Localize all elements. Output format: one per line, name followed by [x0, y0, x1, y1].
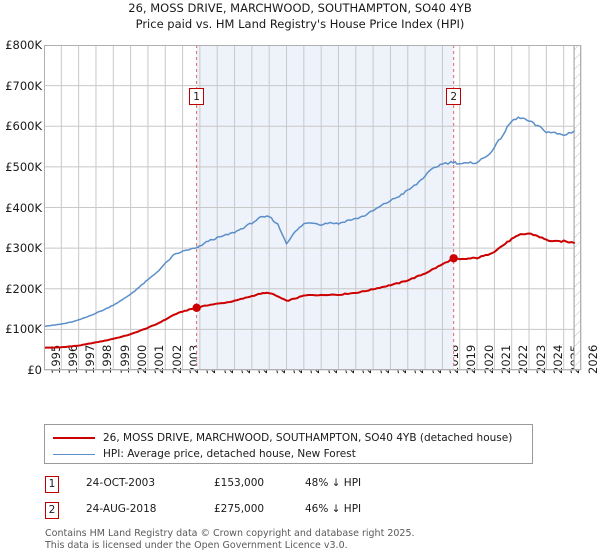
footer-line-1: Contains HM Land Registry data © Crown c… [45, 528, 415, 539]
transaction-date-1: 24-OCT-2003 [86, 477, 155, 489]
chart-legend: 26, MOSS DRIVE, MARCHWOOD, SOUTHAMPTON, … [44, 424, 533, 464]
transaction-hpi-delta-2: 46% ↓ HPI [305, 503, 362, 515]
transaction-index-1: 1 [45, 476, 59, 493]
chart-marker-1[interactable]: 1 [189, 88, 205, 105]
page-title: 26, MOSS DRIVE, MARCHWOOD, SOUTHAMPTON, … [0, 0, 600, 32]
legend-item-hpi: HPI: Average price, detached house, New … [53, 446, 356, 462]
y-tick-3: £300K [5, 241, 42, 256]
y-tick-8: £800K [5, 38, 42, 52]
legend-item-property: 26, MOSS DRIVE, MARCHWOOD, SOUTHAMPTON, … [53, 430, 512, 446]
y-tick-4: £400K [5, 200, 42, 215]
y-tick-6: £600K [5, 119, 42, 134]
y-tick-0: £0 [27, 363, 42, 377]
transaction-index-2: 2 [45, 502, 59, 519]
footer-attribution: Contains HM Land Registry data © Crown c… [45, 528, 585, 551]
y-tick-5: £500K [5, 159, 42, 174]
transaction-row-1[interactable]: 1 24-OCT-2003 £153,000 48% ↓ HPI [0, 476, 600, 496]
legend-label-property: 26, MOSS DRIVE, MARCHWOOD, SOUTHAMPTON, … [103, 432, 513, 444]
price-history-chart [44, 45, 582, 371]
legend-label-hpi: HPI: Average price, detached house, New … [103, 448, 356, 460]
y-tick-2: £200K [5, 281, 42, 296]
transaction-price-2: £275,000 [214, 503, 265, 515]
legend-swatch-hpi [53, 453, 95, 455]
y-axis-labels: £0 £100K £200K £300K £400K £500K £600K £700K £80… [0, 0, 42, 560]
transaction-date-2: 24-AUG-2018 [86, 503, 157, 515]
title-line-2: Price paid vs. HM Land Registry's House … [135, 17, 465, 31]
footer-line-2: This data is licensed under the Open Gov… [45, 539, 348, 551]
transaction-row-2[interactable]: 2 24-AUG-2018 £275,000 46% ↓ HPI [0, 502, 600, 522]
chart-marker-2[interactable]: 2 [446, 88, 462, 105]
legend-swatch-property [53, 437, 95, 439]
y-tick-1: £100K [5, 322, 42, 337]
transaction-hpi-delta-1: 48% ↓ HPI [305, 477, 362, 489]
title-line-1: 26, MOSS DRIVE, MARCHWOOD, SOUTHAMPTON, … [128, 1, 472, 15]
plot-area [44, 45, 582, 371]
y-tick-7: £700K [5, 78, 42, 93]
x-tick-2026: 2026 [585, 344, 600, 374]
transaction-price-1: £153,000 [214, 477, 265, 489]
